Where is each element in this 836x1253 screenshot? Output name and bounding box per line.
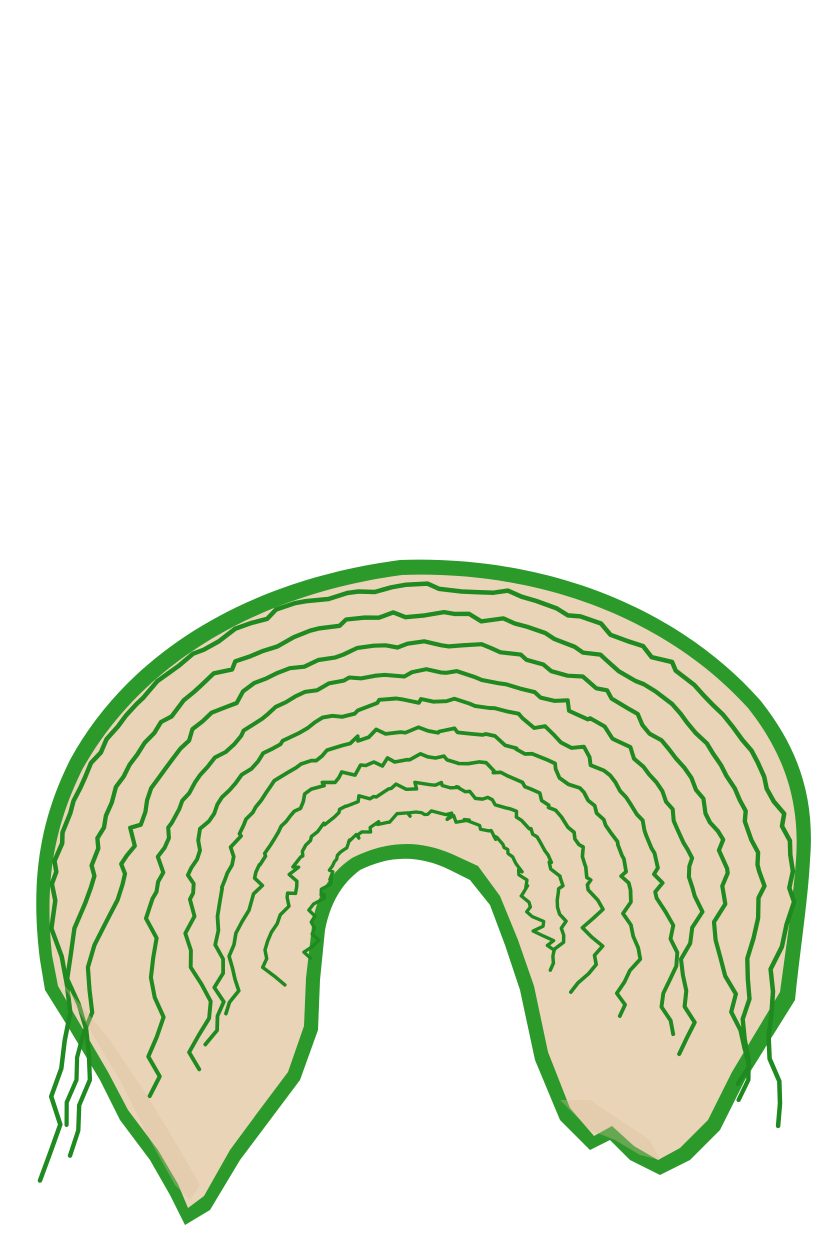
ring-outline-2 [65,609,767,1158]
ring-outline-8 [260,780,568,987]
drip-shadows [60,980,660,1200]
ring-outline-9 [302,809,557,960]
ring-outline-1 [37,581,797,1183]
ring-outline-7 [224,752,605,1016]
ring-outline-3 [64,639,752,1127]
ring-outline-5 [183,696,680,1072]
green-outline-rings [37,581,797,1183]
ring-outline-4 [143,667,705,1099]
ring-outline-6 [203,725,643,1047]
